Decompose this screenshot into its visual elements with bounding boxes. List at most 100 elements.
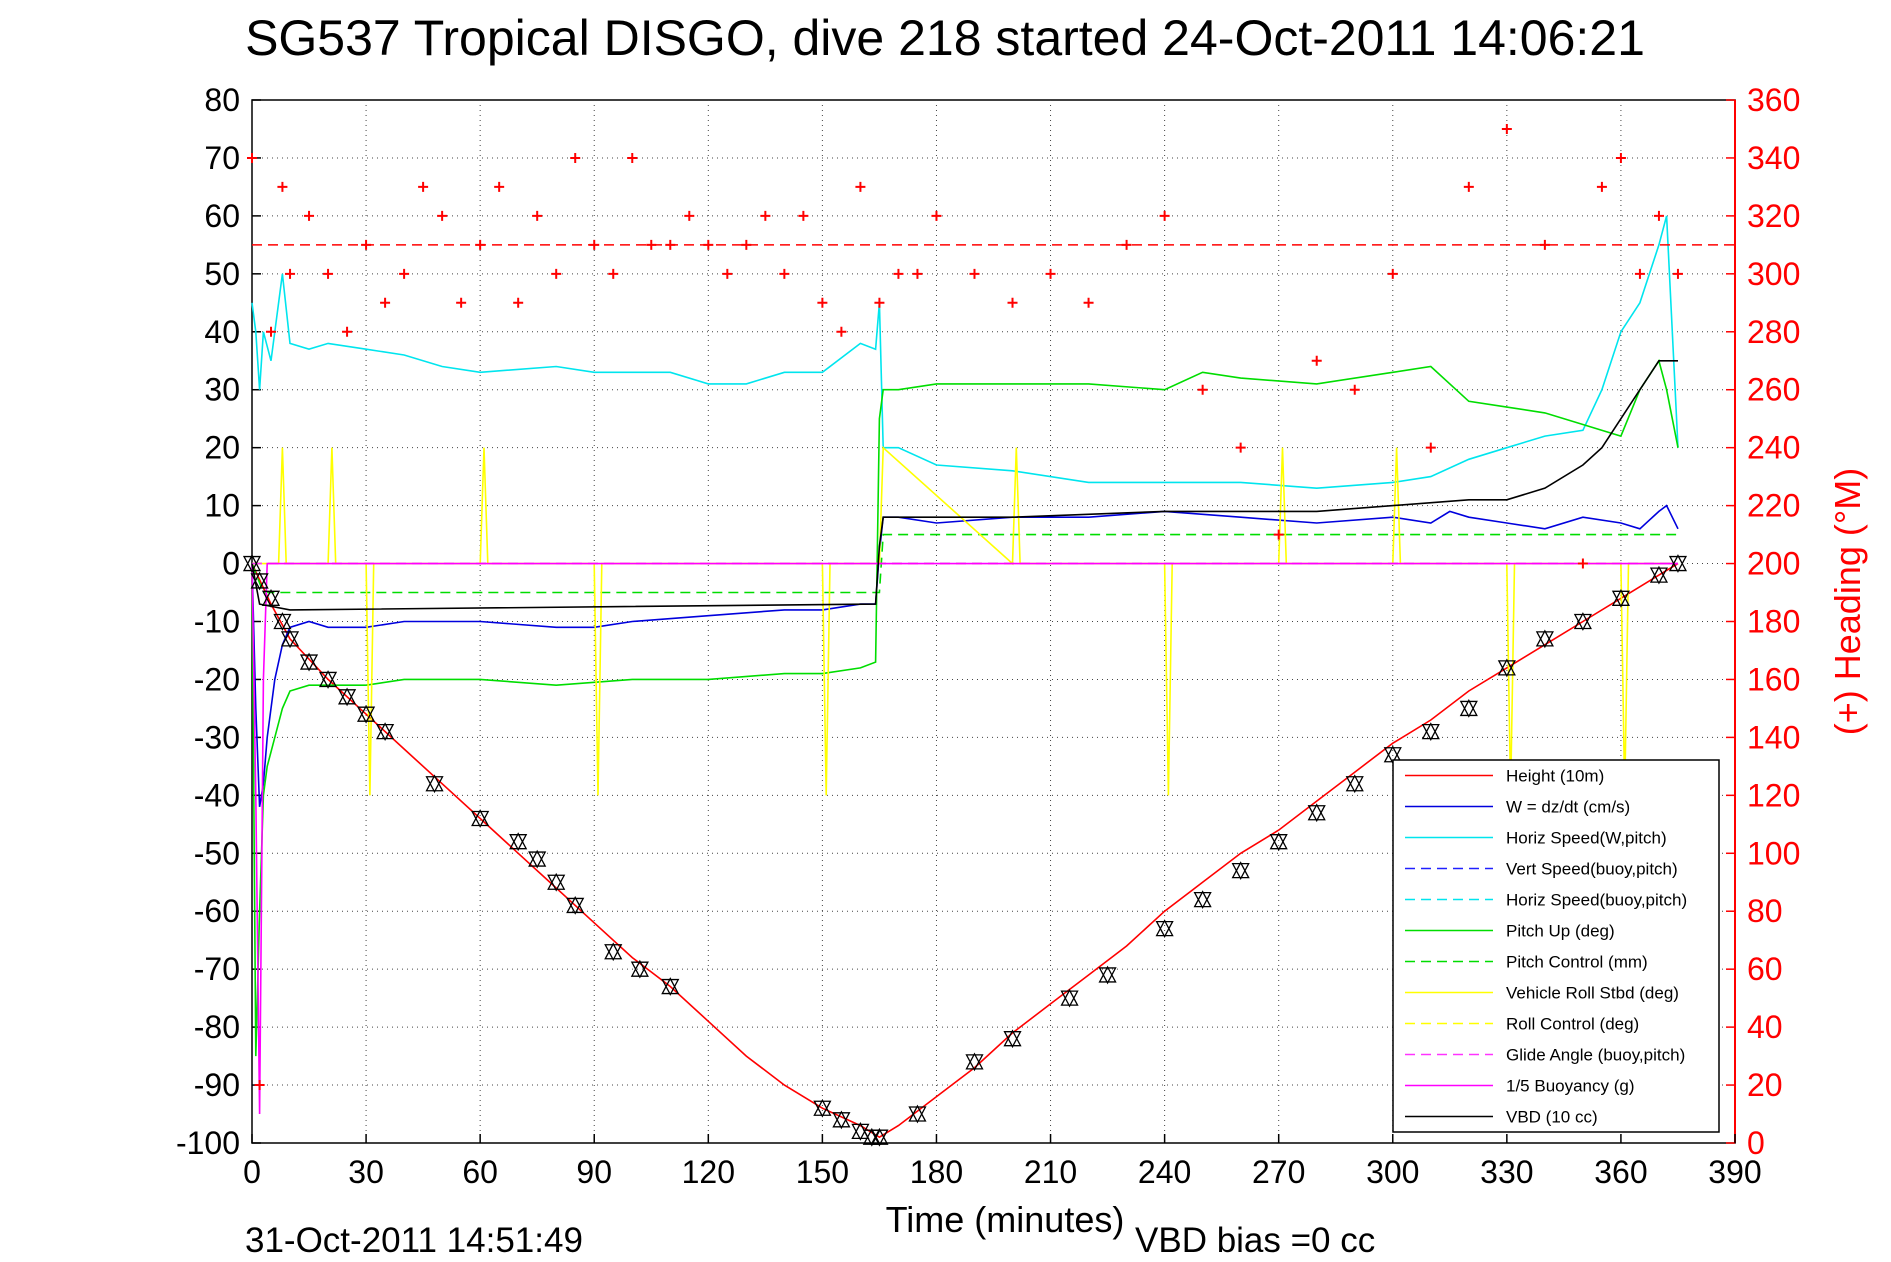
chart-title: SG537 Tropical DISGO, dive 218 started 2… <box>245 10 1645 66</box>
heading-point <box>1596 181 1607 192</box>
x-tick-label: 0 <box>243 1154 261 1190</box>
y-right-tick-label: 160 <box>1747 661 1800 697</box>
series-line-10 <box>251 562 1678 1115</box>
legend-entry-2: Horiz Speed(W,pitch) <box>1506 829 1667 848</box>
depth-marker-down <box>604 944 623 962</box>
depth-marker-down <box>1497 660 1516 678</box>
y-right-tick-label: 220 <box>1747 488 1800 524</box>
heading-point <box>912 268 923 279</box>
heading-point <box>760 210 771 221</box>
y-right-tick-label: 260 <box>1747 372 1800 408</box>
legend-entry-1: W = dz/dt (cm/s) <box>1506 798 1630 817</box>
heading-point <box>779 268 790 279</box>
series-line-0 <box>251 562 1679 1139</box>
heading-point <box>380 297 391 308</box>
series-line-6 <box>251 533 1678 594</box>
heading-point <box>627 152 638 163</box>
depth-marker-down <box>1649 567 1669 585</box>
depth-marker-down <box>1383 747 1402 765</box>
depth-marker-down <box>528 851 547 869</box>
y-right-tick-label: 240 <box>1747 430 1800 466</box>
heading-point <box>798 210 809 221</box>
y-tick-label: -100 <box>176 1125 240 1161</box>
y-tick-label: -90 <box>194 1067 240 1103</box>
depth-marker-down <box>337 689 357 707</box>
heading-point <box>1634 268 1645 279</box>
y-tick-label: -30 <box>194 719 240 755</box>
heading-point <box>475 239 486 250</box>
heading-point <box>304 210 315 221</box>
y-right-tick-label: 360 <box>1747 82 1800 118</box>
depth-marker-down <box>425 776 444 794</box>
heading-point <box>1159 210 1170 221</box>
depth-marker-down <box>1155 920 1174 938</box>
y-right-tick-label: 60 <box>1747 951 1783 987</box>
heading-point <box>1672 268 1683 279</box>
depth-marker-down <box>376 723 395 741</box>
legend-entry-7: Vehicle Roll Stbd (deg) <box>1506 984 1679 1003</box>
y-tick-label: 40 <box>204 314 240 350</box>
series-line-11 <box>251 359 1678 611</box>
heading-point <box>665 239 676 250</box>
heading-point <box>646 239 657 250</box>
heading-point <box>513 297 524 308</box>
y-tick-label: -20 <box>194 661 240 697</box>
y-tick-label: -10 <box>194 604 240 640</box>
heading-point <box>1083 297 1094 308</box>
heading-point <box>532 210 543 221</box>
heading-point <box>1615 152 1626 163</box>
x-tick-label: 240 <box>1138 1154 1191 1190</box>
heading-point <box>893 268 904 279</box>
x-tick-label: 330 <box>1480 1154 1533 1190</box>
x-tick-label: 300 <box>1366 1154 1419 1190</box>
y-right-tick-label: 20 <box>1747 1067 1783 1103</box>
heading-point <box>1501 123 1512 134</box>
depth-marker-down <box>813 1100 832 1118</box>
legend-entry-5: Pitch Up (deg) <box>1506 922 1615 941</box>
heading-point <box>1273 529 1284 540</box>
depth-marker-down <box>299 654 319 672</box>
legend-entry-11: VBD (10 cc) <box>1506 1108 1598 1127</box>
y-right-tick-label: 80 <box>1747 893 1783 929</box>
y-tick-label: -50 <box>194 835 240 871</box>
heading-point <box>703 239 714 250</box>
depth-marker-down <box>242 555 262 573</box>
legend-entry-9: Glide Angle (buoy,pitch) <box>1506 1046 1685 1065</box>
x-axis: 0 30 60 90 120 150 180 210 240 270 300 330 360 390 <box>243 1134 1762 1190</box>
depth-marker-down <box>1668 555 1688 573</box>
x-tick-label: 360 <box>1594 1154 1647 1190</box>
heading-point <box>323 268 334 279</box>
legend: Height (10m) W = dz/dt (cm/s) Horiz Speed(… <box>1392 759 1720 1133</box>
footer-date: 31-Oct-2011 14:51:49 <box>245 1221 583 1260</box>
depth-marker-down <box>261 590 281 608</box>
heading-point <box>399 268 410 279</box>
depth-marker-down <box>630 961 649 979</box>
heading-point <box>437 210 448 221</box>
depth-marker-down <box>547 874 566 892</box>
heading-point <box>1311 355 1322 366</box>
heading-point <box>570 152 581 163</box>
y-axis-right: 3603403203002802602402202001801601401201… <box>1726 82 1800 1161</box>
heading-point <box>969 268 980 279</box>
x-tick-label: 210 <box>1024 1154 1077 1190</box>
y-right-tick-label: 100 <box>1747 835 1800 871</box>
y-right-tick-label: 120 <box>1747 777 1800 813</box>
heading-point <box>1425 442 1436 453</box>
heading-point <box>608 268 619 279</box>
depth-marker-down <box>318 671 338 689</box>
depth-marker-down <box>1345 776 1364 794</box>
depth-marker-down <box>1003 1031 1022 1049</box>
legend-entry-3: Vert Speed(buoy,pitch) <box>1506 860 1678 879</box>
heading-point <box>266 326 277 337</box>
series-group <box>251 215 1679 1139</box>
depth-marker-down <box>280 631 300 649</box>
heading-point <box>741 239 752 250</box>
depth-marker-down <box>250 573 269 591</box>
x-tick-label: 60 <box>462 1154 498 1190</box>
y-right-tick-label: 320 <box>1747 198 1800 234</box>
heading-point <box>684 210 695 221</box>
legend-entry-10: 1/5 Buoyancy (g) <box>1506 1077 1635 1096</box>
depth-marker-down <box>356 706 376 724</box>
heading-point <box>342 326 353 337</box>
